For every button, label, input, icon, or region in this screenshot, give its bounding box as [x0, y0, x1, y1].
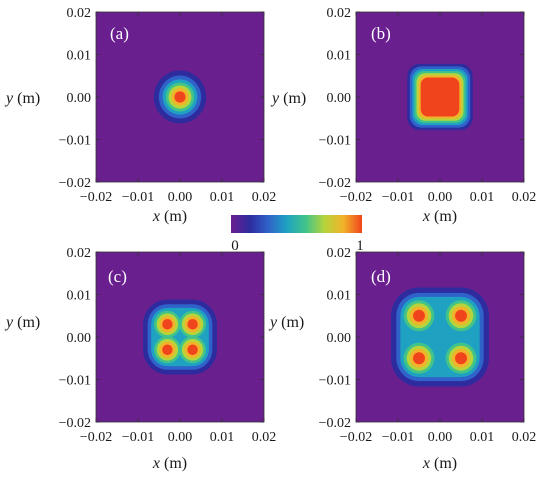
y-tick-label: −0.01: [319, 374, 351, 389]
x-tick-label: −0.01: [382, 430, 414, 445]
x-axis-label: x (m): [152, 455, 187, 472]
panel-label: (c): [108, 267, 127, 286]
x-tick-label: 0.00: [168, 430, 193, 445]
x-tick-label: 0.01: [470, 430, 495, 445]
x-tick-label: −0.01: [122, 430, 154, 445]
x-tick-label: −0.01: [122, 190, 154, 205]
x-tick-label: −0.02: [340, 190, 372, 205]
peak-contour: [413, 309, 425, 322]
heatmap-field: [391, 287, 489, 387]
y-tick-label: −0.02: [59, 176, 91, 191]
colorbar-min-label: 0: [231, 238, 239, 254]
x-axis-label: x (m): [422, 208, 457, 225]
panel-label: (d): [371, 267, 391, 286]
y-tick-label: 0.02: [67, 246, 92, 261]
y-tick-label: −0.02: [319, 416, 351, 431]
axis-ticks: −0.02 −0.01 0.00 0.01 0.020.020.010.00−0.01−…: [319, 6, 537, 205]
axis-ticks: −0.02 −0.01 0.00 0.01 0.020.020.010.00−0.01−…: [59, 246, 277, 445]
x-tick-label: 0.01: [210, 190, 235, 205]
y-axis-label: y (m): [270, 90, 306, 107]
panel-label: (a): [110, 24, 129, 43]
colorbar: 0 1: [231, 215, 364, 254]
y-tick-label: 0.01: [67, 49, 92, 64]
panel-b: (b) −0.02 −0.01 0.00 0.01 0.02 0.02 0.01 0.00 −0…: [270, 6, 536, 225]
y-tick-label: 0.00: [67, 91, 92, 106]
x-tick-label: 0.00: [428, 190, 453, 205]
y-tick-label: 0.02: [327, 246, 352, 261]
y-tick-label: −0.01: [59, 374, 91, 389]
y-tick-label: 0.02: [67, 6, 92, 21]
y-tick-label: −0.01: [59, 134, 91, 149]
y-tick-label: 0.00: [327, 91, 352, 106]
y-tick-label: −0.02: [59, 416, 91, 431]
peak-contour: [455, 352, 467, 365]
x-tick-label: −0.01: [382, 190, 414, 205]
x-tick-label: −0.02: [80, 430, 112, 445]
panel-label: (b): [371, 24, 391, 43]
heatmap-field: [153, 70, 207, 124]
colorbar-max-label: 1: [356, 238, 364, 254]
y-axis-label: y (m): [268, 314, 304, 331]
x-axis-label: x (m): [152, 208, 187, 225]
y-tick-label: 0.02: [327, 6, 352, 21]
y-axis-label: y (m): [4, 90, 40, 107]
x-tick-label: 0.01: [470, 190, 495, 205]
y-tick-label: 0.01: [327, 49, 352, 64]
x-axis-label: x (m): [422, 455, 457, 472]
y-tick-label: −0.02: [319, 176, 351, 191]
peak-contour: [413, 352, 425, 365]
x-tick-label: 0.01: [210, 430, 235, 445]
peak-contour: [174, 91, 186, 103]
peak-contour: [162, 344, 173, 356]
contour-level: [420, 77, 460, 117]
x-tick-label: 0.02: [252, 430, 277, 445]
heatmap-field: [407, 63, 473, 131]
x-tick-label: 0.02: [512, 190, 537, 205]
x-tick-label: 0.00: [428, 430, 453, 445]
x-tick-label: −0.02: [80, 190, 112, 205]
x-tick-label: 0.00: [168, 190, 193, 205]
panel-d: (d) −0.02 −0.01 0.00 0.01 0.02 0.02 0.01 0.00 −0…: [268, 246, 536, 472]
panel-c: (c) −0.02 −0.01 0.00 0.01 0.02 0.02 0.01 0.00 −0…: [4, 246, 276, 472]
panel-a: (a) −0.02 −0.01 0.00 0.01 0.02 0.02 0.01 0.00 −0…: [4, 6, 276, 225]
y-tick-label: 0.00: [67, 331, 92, 346]
heatmap-field: [143, 299, 217, 375]
peak-contour: [187, 318, 198, 330]
y-axis-label: y (m): [4, 314, 40, 331]
y-tick-label: 0.01: [327, 289, 352, 304]
y-tick-label: 0.01: [67, 289, 92, 304]
colorbar-gradient: [231, 215, 362, 233]
x-tick-label: 0.02: [512, 430, 537, 445]
x-tick-label: 0.02: [252, 190, 277, 205]
peak-contour: [455, 309, 467, 322]
y-tick-label: −0.01: [319, 134, 351, 149]
y-tick-label: 0.00: [327, 331, 352, 346]
x-tick-label: −0.02: [340, 430, 372, 445]
peak-contour: [162, 318, 173, 330]
peak-contour: [187, 344, 198, 356]
axis-ticks: −0.02 −0.01 0.00 0.01 0.020.020.010.00−0.01−…: [319, 246, 537, 445]
axis-ticks: −0.02 −0.01 0.00 0.01 0.020.020.010.00−0.01−…: [59, 6, 277, 205]
